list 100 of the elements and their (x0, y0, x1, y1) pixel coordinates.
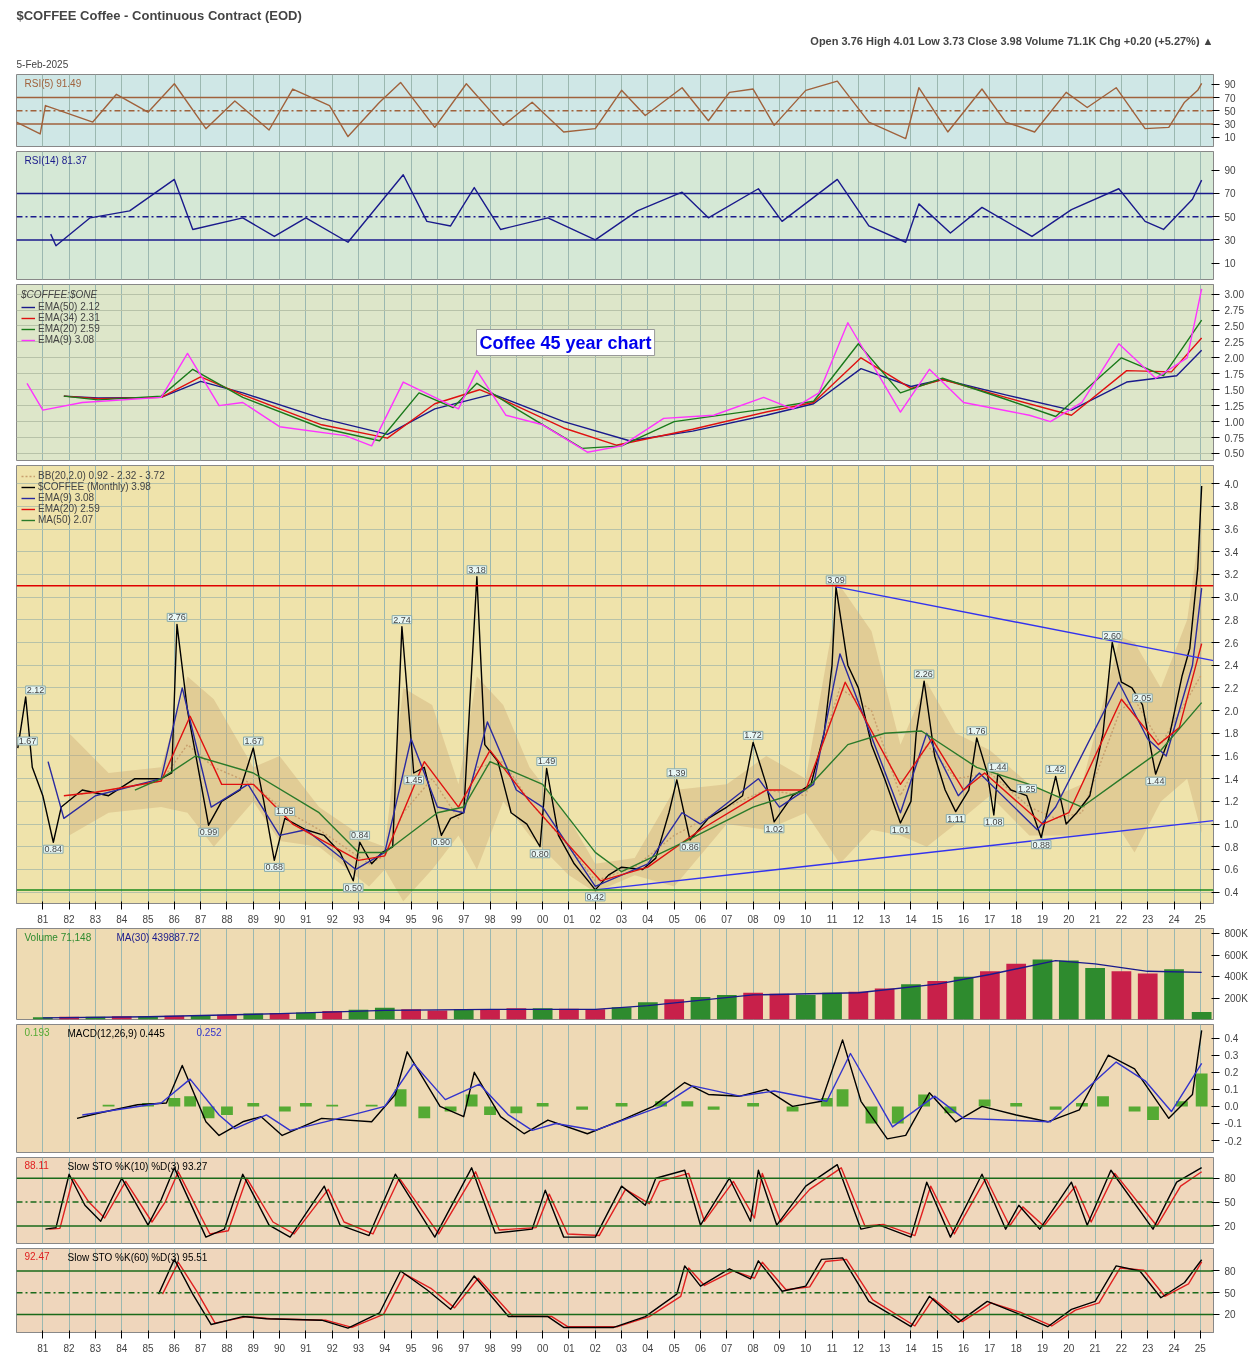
bar (681, 1101, 694, 1107)
bar (1137, 973, 1158, 1020)
y-tick-label: -0.2 (1224, 1135, 1243, 1147)
bar (394, 1089, 407, 1107)
y-tick-label: 90 (1224, 165, 1237, 177)
x-tick-label: 07 (721, 1342, 733, 1354)
x-tick-label: 03 (616, 913, 628, 925)
x-tick-label: 98 (484, 913, 497, 925)
bar (1195, 1073, 1208, 1107)
annotation: 1.11 (947, 813, 965, 824)
x-tick-label: 84 (116, 913, 128, 925)
x-tick-label: 11 (826, 1342, 838, 1354)
y-tick-label: 2.25 (1224, 336, 1245, 348)
y-tick-label: 50 (1224, 1287, 1237, 1299)
annotation: 1.72 (744, 730, 762, 741)
bar (1049, 1106, 1062, 1110)
y-tick-label: 4.0 (1224, 478, 1239, 490)
y-tick-label: 2.4 (1224, 660, 1239, 672)
bar (901, 984, 921, 1020)
x-tick-label: 14 (905, 913, 917, 925)
x-tick-label: 13 (879, 913, 891, 925)
annotation: 1.08 (985, 816, 1003, 827)
annotation: 2.05 (1133, 692, 1152, 703)
x-tick-label: 95 (405, 1342, 418, 1354)
x-tick-label: 04 (642, 913, 654, 925)
x-tick-label: 10 (800, 913, 812, 925)
bar (168, 1097, 181, 1107)
annotation: 2.76 (168, 612, 186, 623)
annotation: 1.02 (765, 823, 783, 834)
y-tick-label: 50 (1224, 211, 1237, 223)
legend-label: $COFFEE (Monthly) 3.98 (38, 481, 151, 492)
bar (769, 993, 790, 1020)
x-tick-label: 99 (510, 1342, 523, 1354)
annotation: 1.67 (244, 736, 263, 747)
x-tick-label: 82 (63, 1342, 76, 1354)
annotation: 1.42 (1046, 764, 1065, 775)
x-tick-label: 89 (247, 1342, 260, 1354)
annotation: 2.12 (26, 684, 45, 695)
x-tick-label: 89 (247, 913, 260, 925)
x-tick-label: 92 (326, 1342, 339, 1354)
y-tick-label: 1.4 (1224, 773, 1239, 785)
y-tick-label: 0.3 (1224, 1050, 1239, 1062)
bar (278, 1106, 291, 1112)
x-tick-label: 24 (1168, 913, 1181, 925)
y-tick-label: 2.75 (1224, 305, 1245, 317)
bar (980, 971, 1000, 1020)
bar (927, 980, 948, 1020)
text: Slow STO %K(60) %D(3) 95.51 (67, 1251, 208, 1263)
x-tick-label: 84 (116, 1342, 128, 1354)
y-tick-label: 0.50 (1224, 448, 1245, 460)
annotation: 1.44 (989, 762, 1007, 773)
y-tick-label: 90 (1224, 79, 1237, 91)
bar (664, 999, 685, 1020)
annotation: 0.99 (199, 827, 218, 838)
y-tick-label: 2.50 (1224, 320, 1245, 332)
chart-subtitle: 5-Feb-2025 (16, 58, 69, 70)
annotation: 0.80 (531, 848, 549, 859)
bar (836, 1089, 849, 1107)
text: Open 3.76 High 4.01 Low 3.73 Close 3.98 Volume 71.1K Chg +0.20 (+5.27%) ▲ (810, 34, 1214, 47)
x-tick-label: 25 (1194, 913, 1207, 925)
bar (453, 1009, 474, 1020)
annotation: Coffee 45 year chart (479, 332, 652, 353)
x-tick-label: 22 (1115, 913, 1128, 925)
legend-title: $COFFEE:$ONE (21, 289, 99, 300)
x-tick-label: 16 (958, 1342, 970, 1354)
legend-label: EMA(9) 3.08 (38, 492, 95, 503)
x-tick-label: 15 (931, 913, 944, 925)
y-tick-label: 0.0 (1224, 1101, 1239, 1113)
y-tick-label: 2.0 (1224, 705, 1239, 717)
y-tick-label: 2.6 (1224, 637, 1239, 649)
bar (299, 1103, 312, 1107)
x-tick-label: 23 (1142, 1342, 1154, 1354)
y-tick-label: -0.1 (1224, 1118, 1243, 1130)
y-tick-label: 1.2 (1224, 796, 1239, 808)
bar (1032, 959, 1053, 1020)
annotation: 3.09 (827, 574, 845, 585)
annotation: 0.84 (351, 830, 369, 841)
bar (743, 992, 763, 1020)
annotation: 1.76 (967, 725, 986, 736)
x-tick-label: 94 (379, 1342, 391, 1354)
y-tick-label: 1.25 (1224, 400, 1245, 412)
y-tick-label: 80 (1224, 1265, 1237, 1277)
bar (716, 994, 737, 1020)
x-tick-label: 93 (352, 913, 365, 925)
x-tick-label: 82 (63, 913, 76, 925)
text: MACD(12,26,9) 0.445 (67, 1027, 166, 1039)
x-tick-label: 94 (379, 913, 391, 925)
x-tick-label: 05 (668, 1342, 681, 1354)
x-tick-label: 96 (431, 913, 444, 925)
legend-label: EMA(34) 2.31 (38, 312, 100, 323)
x-tick-label: 85 (142, 1342, 155, 1354)
y-tick-label: 20 (1224, 1220, 1237, 1232)
y-tick-label: 3.2 (1224, 569, 1239, 581)
x-tick-label: 93 (352, 1342, 365, 1354)
x-tick-label: 98 (484, 1342, 497, 1354)
x-tick-label: 99 (510, 913, 523, 925)
bar (1128, 1106, 1141, 1112)
x-tick-label: 81 (37, 913, 49, 925)
annotation: 0.68 (265, 862, 284, 873)
y-tick-label: 0.1 (1224, 1084, 1239, 1096)
